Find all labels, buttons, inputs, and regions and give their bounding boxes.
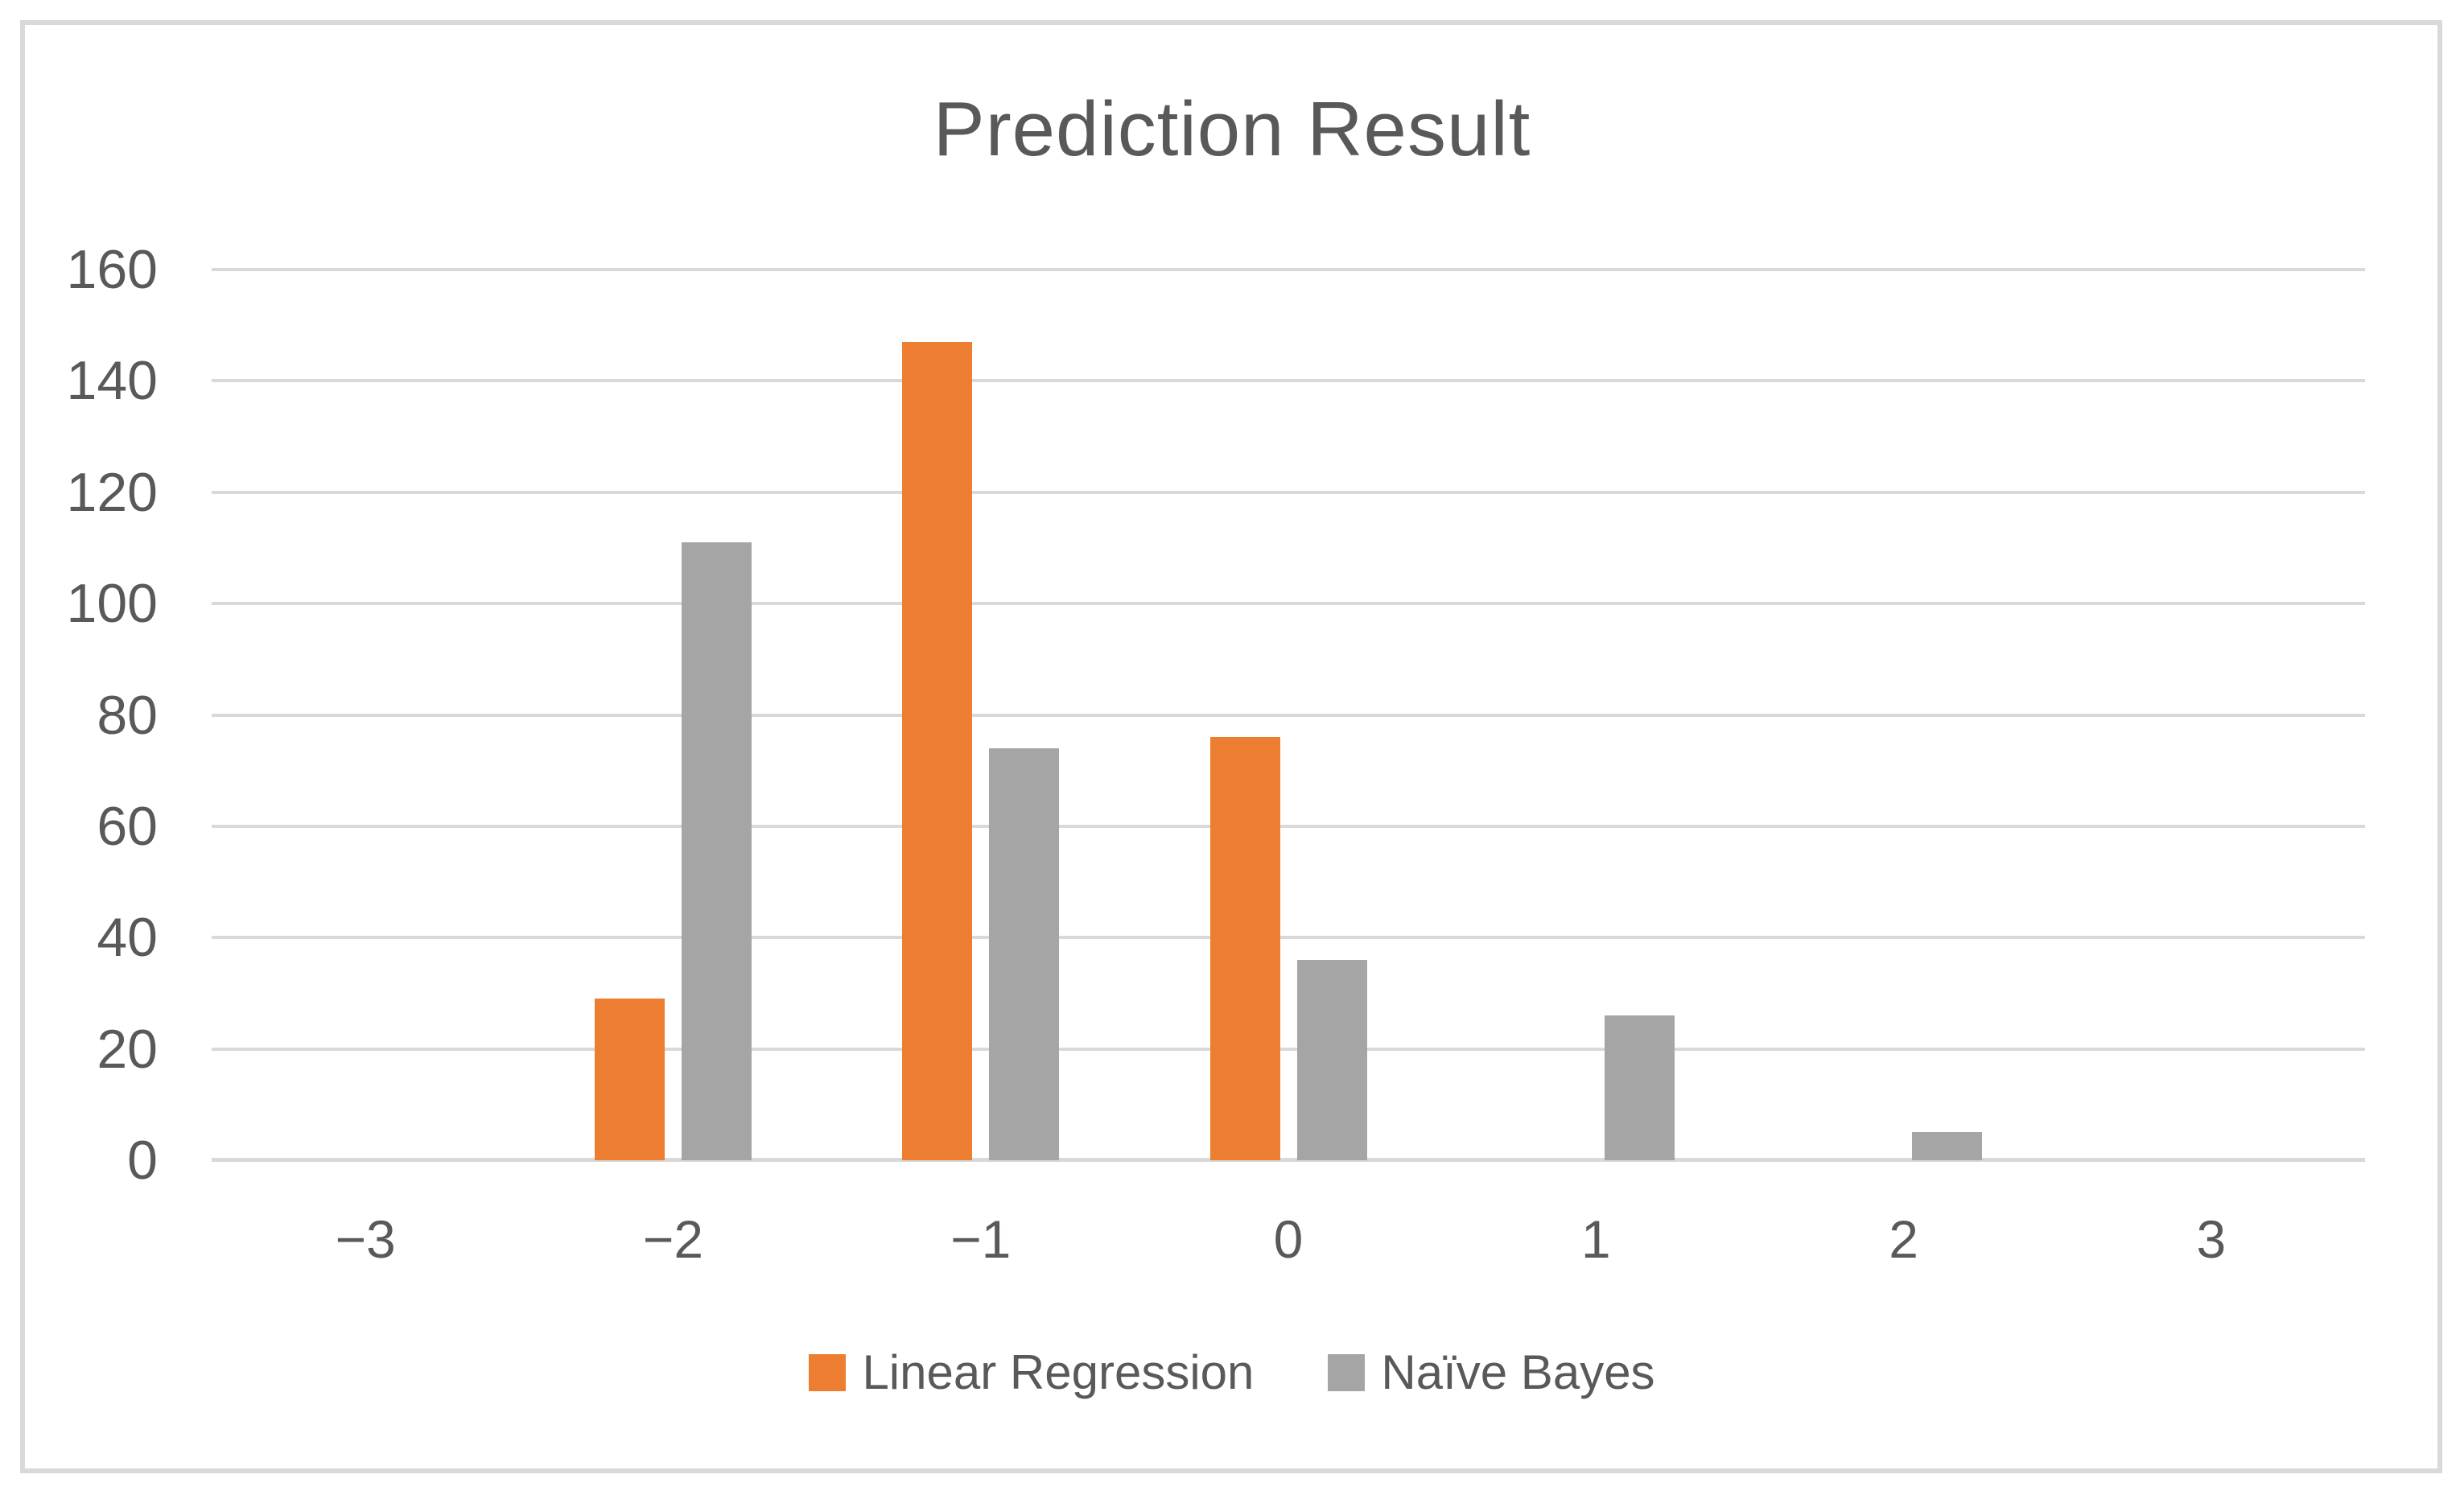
- y-axis: 0 20 40 60 80 100 120 140 160: [0, 241, 158, 1188]
- legend-label-naive-bayes: Naïve Bayes: [1381, 1345, 1655, 1399]
- gridline-40: [212, 936, 2365, 940]
- legend-item-linear-regression: Linear Regression: [809, 1349, 1254, 1397]
- x-tick-label--1: −1: [950, 1209, 1012, 1269]
- gridline-120: [212, 490, 2365, 494]
- bar-naive-bayes-2: [1912, 1132, 1983, 1160]
- x-tick-label--3: −3: [335, 1209, 396, 1269]
- y-tick-label-60: 60: [97, 795, 158, 857]
- x-axis: −3 −2 −1 0 1 2 3: [212, 1207, 2365, 1279]
- y-tick-label-100: 100: [66, 573, 158, 635]
- legend-marker-naive-bayes-icon: [1328, 1354, 1366, 1391]
- x-tick-label--2: −2: [642, 1209, 704, 1269]
- plot-area: [212, 268, 2365, 1162]
- legend: Linear Regression Naïve Bayes: [0, 1349, 2464, 1397]
- x-tick-label-2: 2: [1889, 1209, 1918, 1269]
- y-tick-label-0: 0: [127, 1130, 158, 1191]
- gridline-160: [212, 268, 2365, 271]
- legend-label-linear-regression: Linear Regression: [862, 1345, 1255, 1399]
- bar-naive-bayes-0: [1296, 959, 1367, 1160]
- gridline-20: [212, 1047, 2365, 1051]
- y-tick-label-120: 120: [66, 461, 158, 523]
- x-tick-label-1: 1: [1580, 1209, 1611, 1269]
- y-tick-label-160: 160: [66, 239, 158, 300]
- x-axis-line: [212, 1158, 2365, 1162]
- y-tick-label-40: 40: [97, 907, 158, 969]
- legend-marker-linear-regression-icon: [809, 1354, 847, 1391]
- bar-naive-bayes--1: [989, 748, 1060, 1160]
- y-tick-label-20: 20: [97, 1018, 158, 1080]
- x-tick-label-3: 3: [2196, 1209, 2227, 1269]
- chart-border: [20, 20, 2442, 1473]
- bar-linear-regression-0: [1209, 737, 1280, 1160]
- bar-naive-bayes-1: [1604, 1015, 1675, 1160]
- gridline-60: [212, 824, 2365, 828]
- legend-item-naive-bayes: Naïve Bayes: [1328, 1345, 1655, 1399]
- bar-linear-regression--2: [594, 999, 665, 1160]
- gridline-140: [212, 379, 2365, 383]
- x-tick-label-0: 0: [1273, 1209, 1304, 1269]
- bar-naive-bayes--2: [681, 542, 752, 1160]
- gridline-80: [212, 713, 2365, 717]
- y-tick-label-80: 80: [97, 684, 158, 746]
- gridline-100: [212, 602, 2365, 606]
- bar-linear-regression--1: [902, 341, 973, 1160]
- chart-title: Prediction Result: [933, 86, 1531, 172]
- y-tick-label-140: 140: [66, 350, 158, 412]
